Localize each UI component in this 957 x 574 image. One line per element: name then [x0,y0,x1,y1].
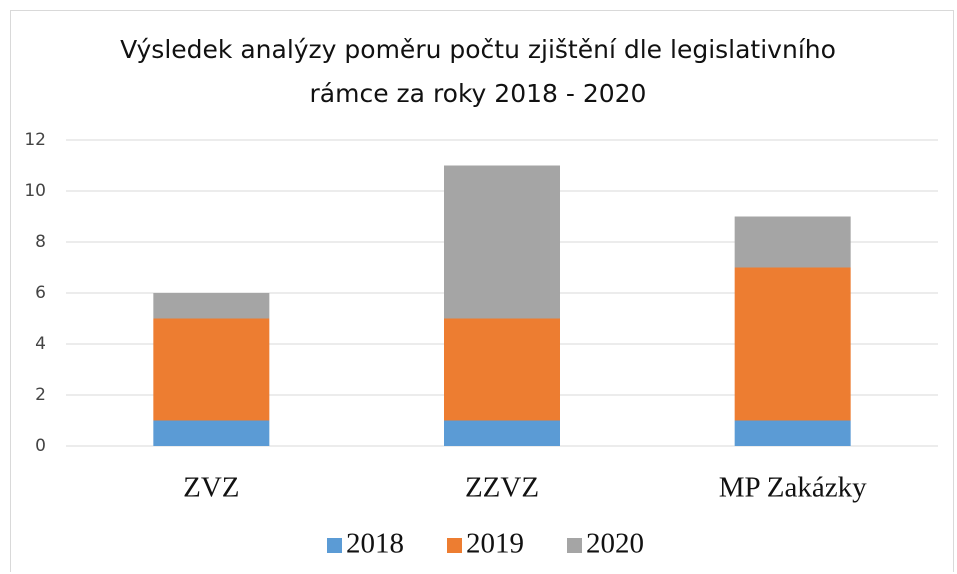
bar-segment [153,318,270,421]
x-tick-label: ZZVZ [465,472,539,504]
bar-segment [734,420,851,446]
chart-frame [10,10,954,572]
legend-label: 2018 [346,528,404,560]
bar-segment [444,165,560,319]
chart-title: Výsledek analýzy poměru počtu zjištění d… [120,35,836,108]
y-tick-label: 8 [35,232,46,252]
legend-label: 2020 [586,528,644,560]
bar-segment [153,293,270,319]
x-tick-label: MP Zakázky [719,472,867,504]
legend-label: 2019 [466,528,524,560]
bar-segment [734,216,851,268]
y-tick-label: 6 [35,283,46,303]
y-tick-label: 4 [35,334,46,354]
legend-swatch [447,538,462,553]
bar-segment [444,318,560,421]
y-tick-label: 12 [24,130,46,150]
y-tick-label: 2 [35,385,46,405]
bar-segment [734,267,851,421]
legend-swatch [567,538,582,553]
bar-segment [444,420,560,446]
y-tick-label: 0 [35,436,46,456]
legend-swatch [327,538,342,553]
x-tick-label: ZVZ [183,472,239,504]
y-tick-label: 10 [24,181,46,201]
bar-segment [153,420,270,446]
